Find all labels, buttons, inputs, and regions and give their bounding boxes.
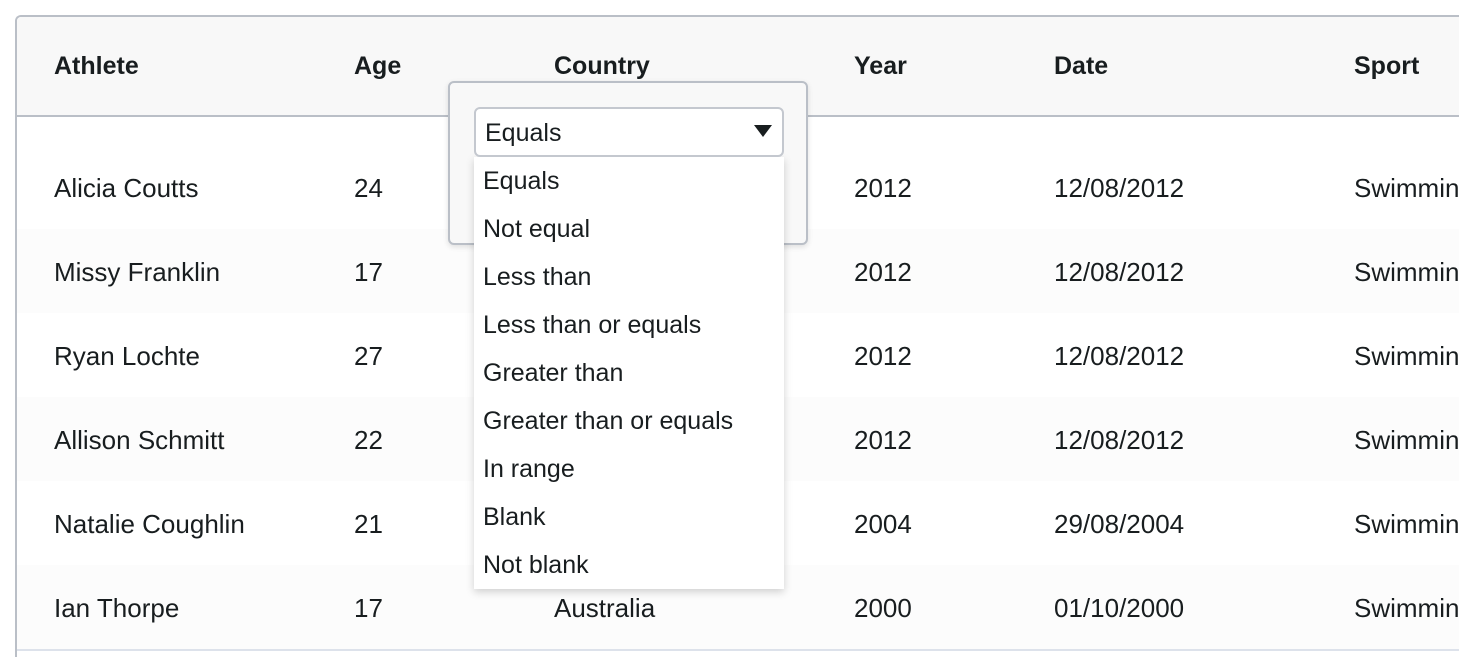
cell-athlete[interactable]: Ryan Lochte xyxy=(54,341,200,371)
cell-sport[interactable]: Swimmin xyxy=(1354,425,1459,455)
cell-age[interactable]: 27 xyxy=(354,341,383,371)
cell-athlete[interactable]: Allison Schmitt xyxy=(54,425,225,455)
cell-date[interactable]: 29/08/2004 xyxy=(1054,509,1185,539)
filter-type-select[interactable]: Equals xyxy=(474,107,784,157)
header-year[interactable]: Year xyxy=(854,52,907,80)
option-blank[interactable]: Blank xyxy=(483,503,546,531)
option-in-range[interactable]: In range xyxy=(483,455,575,483)
cell-year[interactable]: 2012 xyxy=(854,257,912,287)
cell-date[interactable]: 12/08/2012 xyxy=(1054,173,1185,203)
cell-sport[interactable]: Swimmin xyxy=(1354,173,1459,203)
cell-date[interactable]: 01/10/2000 xyxy=(1054,593,1185,623)
cell-year[interactable]: 2012 xyxy=(854,341,912,371)
cell-athlete[interactable]: Natalie Coughlin xyxy=(54,509,245,539)
option-not-blank[interactable]: Not blank xyxy=(483,551,589,579)
cell-year[interactable]: 2012 xyxy=(854,173,912,203)
filter-type-selected-value: Equals xyxy=(485,119,562,147)
cell-year[interactable]: 2000 xyxy=(854,593,912,623)
option-less-than[interactable]: Less than xyxy=(483,263,592,291)
cell-sport[interactable]: Swimmin xyxy=(1354,341,1459,371)
header-sport[interactable]: Sport xyxy=(1354,52,1420,80)
cell-sport[interactable]: Swimmin xyxy=(1354,257,1459,287)
option-not-equal[interactable]: Not equal xyxy=(483,215,591,243)
cell-date[interactable]: 12/08/2012 xyxy=(1054,341,1185,371)
cell-athlete[interactable]: Missy Franklin xyxy=(54,257,221,287)
filter-type-options-list: Equals Not equal Less than Less than or … xyxy=(474,157,784,589)
header-country[interactable]: Country xyxy=(554,52,650,80)
cell-sport[interactable]: Swimmin xyxy=(1354,593,1459,623)
cell-date[interactable]: 12/08/2012 xyxy=(1054,425,1185,455)
cell-age[interactable]: 24 xyxy=(354,173,383,203)
cell-date[interactable]: 12/08/2012 xyxy=(1054,257,1185,287)
cell-year[interactable]: 2012 xyxy=(854,425,912,455)
cell-age[interactable]: 17 xyxy=(354,257,383,287)
option-greater-than[interactable]: Greater than xyxy=(483,359,624,387)
cell-athlete[interactable]: Alicia Coutts xyxy=(54,173,199,203)
header-athlete[interactable]: Athlete xyxy=(54,52,139,80)
cell-sport[interactable]: Swimmin xyxy=(1354,509,1459,539)
cell-athlete[interactable]: Ian Thorpe xyxy=(54,593,180,623)
header-age[interactable]: Age xyxy=(354,52,402,80)
cell-country[interactable]: Australia xyxy=(554,593,656,623)
option-less-than-or-equals[interactable]: Less than or equals xyxy=(483,311,702,339)
option-equals[interactable]: Equals xyxy=(483,167,560,195)
cell-age[interactable]: 22 xyxy=(354,425,383,455)
header-date[interactable]: Date xyxy=(1054,52,1109,80)
cell-age[interactable]: 17 xyxy=(354,593,383,623)
option-greater-than-or-equals[interactable]: Greater than or equals xyxy=(483,407,734,435)
cell-year[interactable]: 2004 xyxy=(854,509,912,539)
cell-age[interactable]: 21 xyxy=(354,509,383,539)
caret-down-icon[interactable] xyxy=(754,125,772,137)
